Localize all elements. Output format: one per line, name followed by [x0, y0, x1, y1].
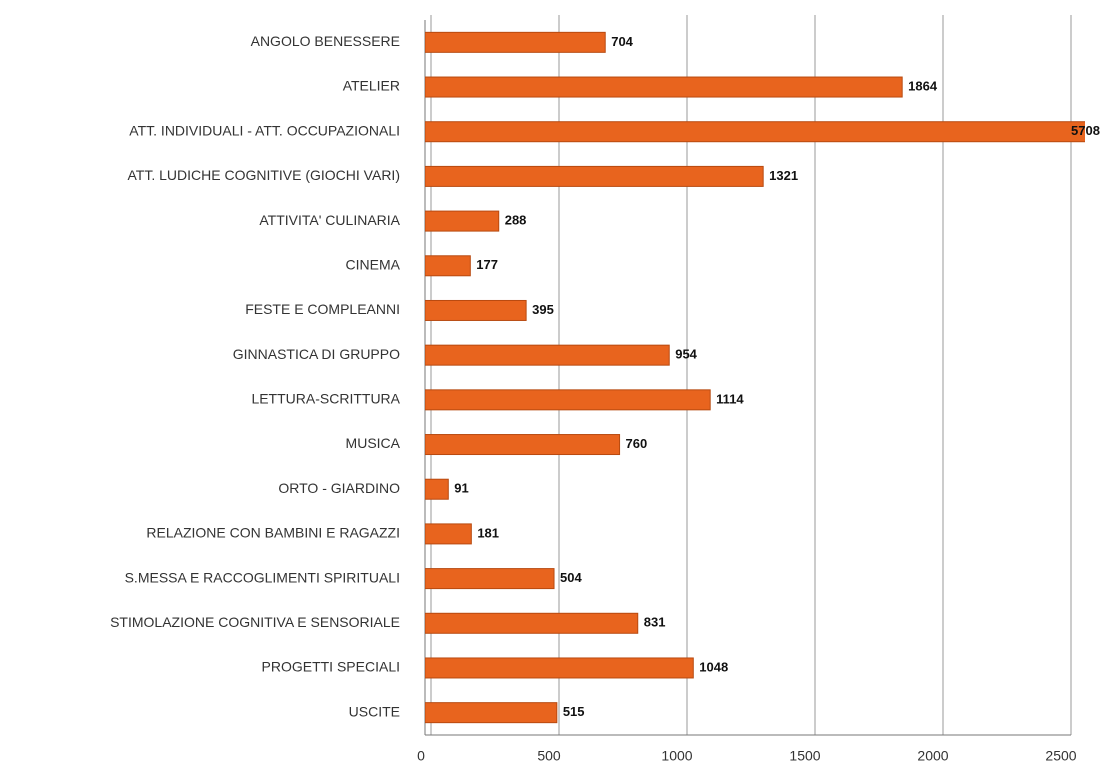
labels: 0 500 1000 1500 2000 2500 ANGOLO BENESSERE 704 A…	[110, 33, 1100, 764]
x-tick-label: 500	[537, 748, 561, 764]
y-tick-label: LETTURA-SCRITTURA	[251, 391, 400, 407]
x-tick-label: 0	[417, 748, 425, 764]
bar	[425, 389, 711, 411]
bar	[425, 657, 694, 679]
bar	[425, 702, 558, 724]
bar	[425, 523, 472, 545]
value-label: 1864	[908, 78, 938, 93]
bar	[425, 612, 639, 634]
value-label: 704	[611, 34, 633, 49]
value-label: 1114	[716, 391, 744, 406]
x-tick-label: 2000	[917, 748, 948, 764]
value-label: 1321	[769, 168, 798, 183]
x-tick-label: 1000	[661, 748, 692, 764]
y-tick-label: MUSICA	[346, 435, 401, 451]
y-tick-label: CINEMA	[346, 256, 401, 272]
bar	[425, 31, 606, 53]
value-label: 515	[563, 704, 585, 719]
y-tick-label: RELAZIONE CON BAMBINI E RAGAZZI	[146, 525, 400, 541]
value-label: 831	[644, 615, 666, 630]
value-label: 91	[454, 481, 468, 496]
bar	[425, 568, 555, 590]
bar	[425, 478, 449, 500]
value-label: 288	[505, 213, 527, 228]
value-label: 177	[476, 257, 498, 272]
value-label: 504	[560, 570, 582, 585]
x-tick-label: 1500	[789, 748, 820, 764]
y-tick-label: ATTIVITA' CULINARIA	[259, 212, 400, 228]
value-label: 760	[626, 436, 648, 451]
bar	[425, 255, 471, 277]
value-label: 954	[675, 347, 697, 362]
y-tick-label: USCITE	[349, 703, 400, 719]
bar	[425, 121, 1085, 143]
y-tick-label: ANGOLO BENESSERE	[251, 33, 400, 49]
y-tick-label: STIMOLAZIONE COGNITIVA E SENSORIALE	[110, 614, 400, 630]
bars	[425, 31, 1085, 724]
y-tick-label: FESTE E COMPLEANNI	[245, 301, 400, 317]
y-tick-label: ATT. LUDICHE COGNITIVE (GIOCHI VARI)	[127, 167, 400, 183]
y-tick-label: ORTO - GIARDINO	[278, 480, 400, 496]
y-tick-label: S.MESSA E RACCOGLIMENTI SPIRITUALI	[125, 569, 400, 585]
y-tick-label: ATELIER	[343, 78, 400, 94]
bar	[425, 299, 527, 321]
value-label: 395	[532, 302, 554, 317]
bar	[425, 165, 764, 187]
bar	[425, 76, 903, 98]
bar	[425, 344, 670, 366]
y-tick-label: GINNASTICA DI GRUPPO	[233, 346, 400, 362]
bar	[425, 434, 621, 456]
value-label: 1048	[699, 659, 728, 674]
value-label: 5708	[1071, 123, 1100, 138]
y-tick-label: ATT. INDIVIDUALI - ATT. OCCUPAZIONALI	[129, 122, 400, 138]
value-label: 181	[477, 525, 499, 540]
x-tick-label: 2500	[1045, 748, 1076, 764]
y-tick-label: PROGETTI SPECIALI	[262, 659, 400, 675]
bar	[425, 210, 500, 232]
